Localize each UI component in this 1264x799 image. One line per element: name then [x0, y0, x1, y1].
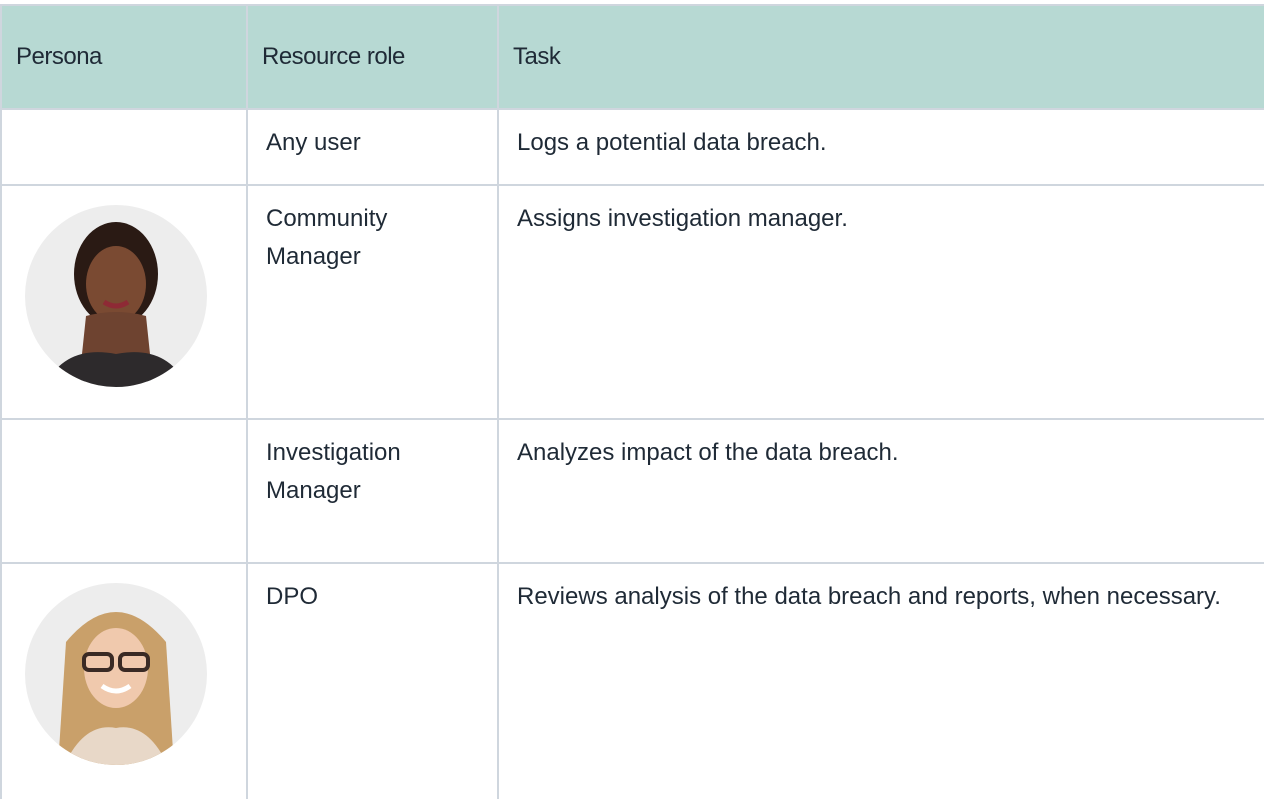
header-row: Persona Resource role Task: [0, 4, 1264, 110]
task-cell: Assigns investigation manager.: [497, 184, 1264, 420]
row: Community Manager Assigns investigation …: [0, 184, 1264, 420]
task-cell: Reviews analysis of the data breach and …: [497, 562, 1264, 799]
role-cell: Investigation Manager: [246, 418, 499, 564]
role-cell: DPO: [246, 562, 499, 799]
header-cell: Resource role: [246, 4, 499, 110]
row: Any user Logs a potential data breach.: [0, 108, 1264, 186]
task-cell: Logs a potential data breach.: [497, 108, 1264, 186]
header-cell: Task: [497, 4, 1264, 110]
row: DPO Reviews analysis of the data breach …: [0, 562, 1264, 799]
avatar: [25, 205, 207, 387]
header-cell: Persona: [0, 4, 248, 110]
persona-cell: [0, 108, 248, 186]
task-cell: Analyzes impact of the data breach.: [497, 418, 1264, 564]
persona-table: Persona Resource role Task Any user Logs…: [0, 4, 1264, 799]
row: Investigation Manager Analyzes impact of…: [0, 418, 1264, 564]
table-container: Persona Resource role Task Any user Logs…: [0, 4, 1264, 799]
role-cell: Any user: [246, 108, 499, 186]
role-cell: Community Manager: [246, 184, 499, 420]
persona-cell: [0, 418, 248, 564]
avatar: [25, 583, 207, 765]
persona-cell: [0, 562, 248, 799]
persona-cell: [0, 184, 248, 420]
